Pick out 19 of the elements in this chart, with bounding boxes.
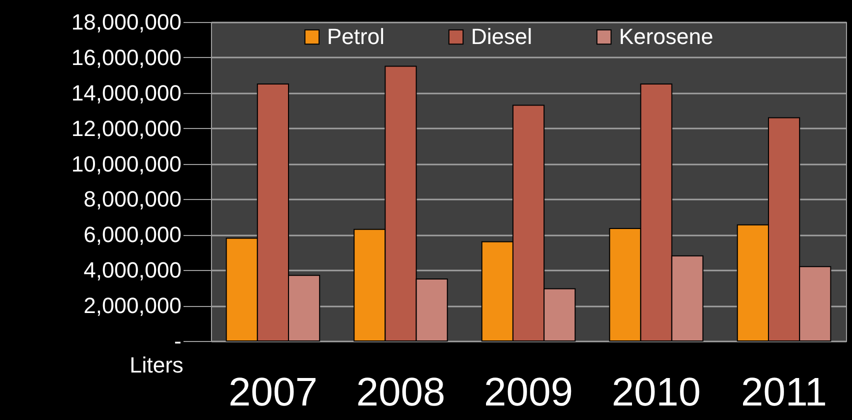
x-tick-label: 2011: [741, 370, 828, 414]
y-tick-label: 8,000,000: [84, 186, 182, 212]
y-tick-label: -: [174, 328, 182, 354]
x-tick-label: 2007: [228, 370, 318, 414]
y-axis-title: Liters: [130, 352, 184, 378]
y-tick-label: 10,000,000: [71, 151, 182, 176]
x-tick-label: 2010: [612, 370, 701, 414]
y-tick-label: 4,000,000: [84, 258, 182, 283]
x-tick-label: 2008: [356, 370, 446, 414]
y-tick-label: 18,000,000: [71, 10, 182, 34]
legend-label: Diesel: [471, 24, 532, 49]
y-tick-label: 2,000,000: [84, 293, 182, 318]
legend-label: Petrol: [327, 24, 384, 49]
y-tick-label: 6,000,000: [84, 222, 182, 248]
y-tick-label: 12,000,000: [71, 116, 182, 141]
y-tick-label: 14,000,000: [71, 80, 182, 106]
legend-label: Kerosene: [619, 24, 714, 49]
y-tick-label: 16,000,000: [71, 44, 182, 70]
x-tick-label: 2009: [484, 370, 573, 414]
